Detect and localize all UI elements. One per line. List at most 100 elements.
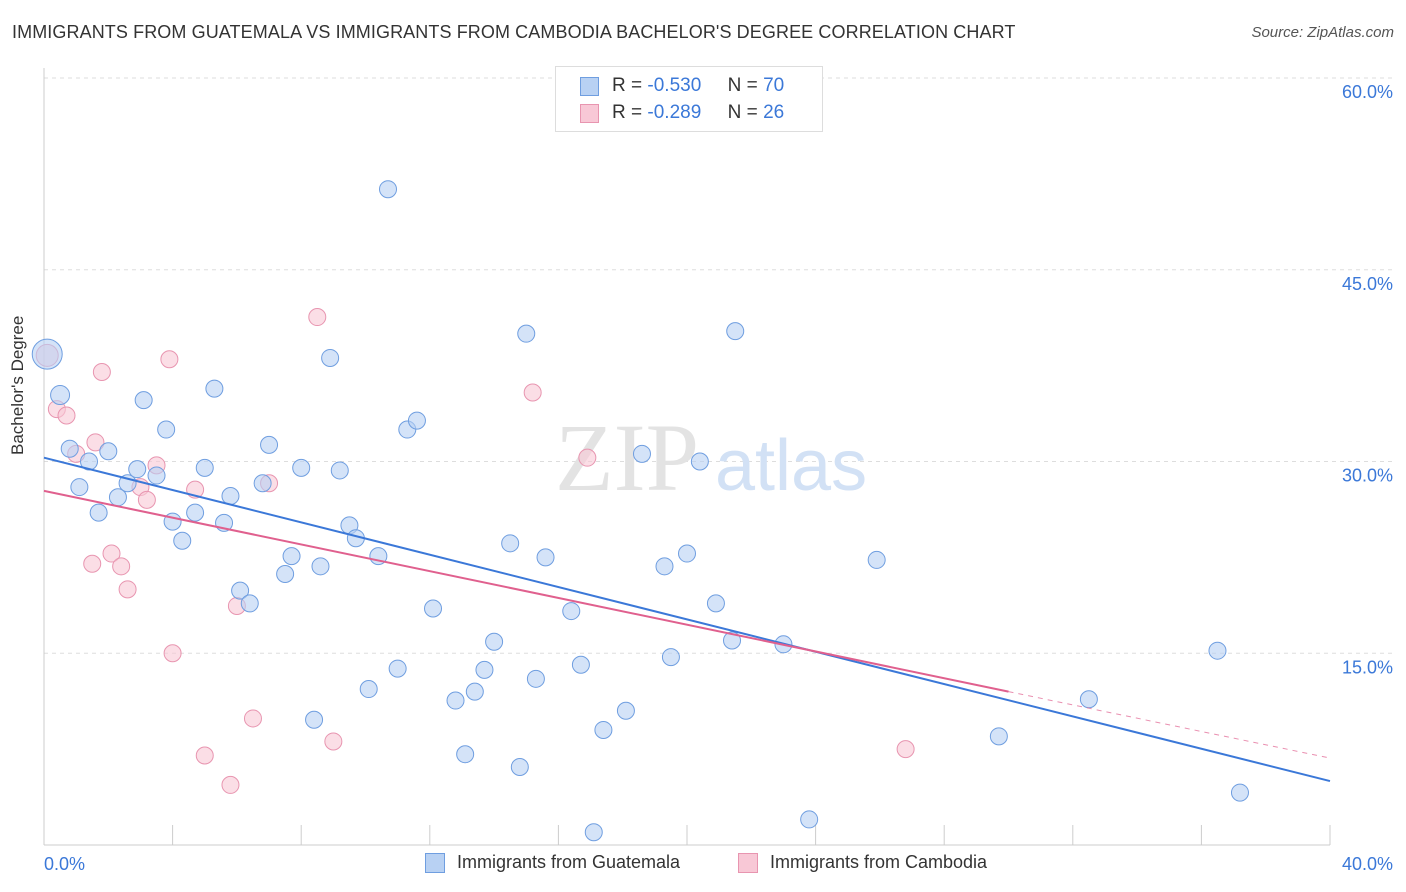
point-cambodia — [102, 544, 121, 563]
point-guatemala — [240, 594, 259, 613]
point-guatemala — [99, 442, 118, 461]
point-guatemala — [205, 379, 224, 398]
axes — [43, 68, 1331, 846]
legend-r-value: -0.289 — [647, 102, 702, 123]
point-cambodia — [195, 746, 214, 765]
legend-label-guatemala: Immigrants from Guatemala — [457, 852, 681, 872]
point-cambodia — [324, 732, 343, 751]
point-guatemala — [31, 338, 63, 370]
tick-labels: 15.0% 30.0% 45.0% 60.0% 0.0% 40.0% — [44, 82, 1393, 874]
trend-line-cambodia — [43, 489, 1009, 693]
point-cambodia — [112, 557, 131, 576]
watermark-zip: ZIP — [555, 404, 699, 511]
watermark: ZIP atlas — [555, 404, 867, 511]
legend-swatch-guatemala — [580, 77, 599, 96]
legend-swatch-cambodia — [738, 853, 758, 873]
legend-r-value: -0.530 — [647, 75, 702, 96]
y-axis-label: Bachelor's Degree — [8, 315, 27, 455]
point-guatemala — [510, 758, 529, 777]
point-guatemala — [465, 682, 484, 701]
y-tick-label: 45.0% — [1342, 274, 1393, 294]
point-guatemala — [60, 439, 79, 458]
point-cambodia — [83, 554, 102, 573]
point-guatemala — [134, 391, 153, 410]
point-guatemala — [456, 745, 475, 764]
point-guatemala — [253, 474, 272, 493]
correlation-legend: R = -0.530 N = 70 R = -0.289 N = 26 — [555, 66, 823, 132]
legend-swatch-cambodia — [580, 104, 599, 123]
legend-n-label: N = — [727, 75, 758, 96]
source-label: Source: ZipAtlas.com — [1251, 24, 1394, 41]
point-guatemala — [678, 544, 696, 563]
chart-title: IMMIGRANTS FROM GUATEMALA VS IMMIGRANTS … — [12, 22, 1016, 42]
point-guatemala — [186, 503, 205, 522]
legend-n-value: 70 — [763, 75, 785, 96]
point-guatemala — [594, 720, 613, 739]
x-tick-label: 0.0% — [44, 854, 85, 874]
point-cambodia — [57, 406, 76, 425]
point-cambodia — [160, 350, 179, 369]
point-guatemala — [379, 180, 398, 199]
point-guatemala — [867, 550, 886, 569]
point-cambodia — [221, 775, 240, 794]
y-tick-label: 30.0% — [1342, 466, 1393, 486]
trend-line-guatemala — [43, 456, 1331, 783]
point-guatemala — [726, 322, 745, 341]
point-guatemala — [723, 631, 742, 650]
point-cambodia — [92, 363, 111, 382]
point-guatemala — [989, 727, 1008, 746]
point-guatemala — [424, 599, 443, 618]
point-guatemala — [616, 701, 635, 720]
point-guatemala — [321, 348, 340, 367]
trend-line-cambodia-extension — [1008, 691, 1331, 759]
series-cambodia-points — [35, 308, 915, 794]
point-guatemala — [330, 461, 349, 480]
point-cambodia — [163, 644, 182, 663]
legend-swatch-guatemala — [425, 853, 445, 873]
point-guatemala — [221, 487, 240, 506]
series-guatemala-points — [31, 180, 1249, 842]
point-guatemala — [195, 458, 214, 477]
point-cambodia — [118, 580, 137, 599]
point-guatemala — [157, 420, 176, 439]
point-guatemala — [526, 669, 545, 688]
point-guatemala — [282, 547, 301, 566]
watermark-atlas: atlas — [715, 426, 867, 506]
point-guatemala — [70, 478, 89, 497]
grid-lines — [44, 77, 1392, 654]
point-guatemala — [173, 531, 192, 550]
point-guatemala — [536, 548, 555, 567]
point-guatemala — [1079, 690, 1098, 709]
point-cambodia — [523, 383, 542, 402]
legend-r-label: R = — [612, 75, 643, 96]
point-guatemala — [584, 823, 603, 842]
point-guatemala — [475, 660, 494, 679]
point-guatemala — [50, 385, 71, 406]
legend-n-value: 26 — [763, 102, 785, 123]
trend-lines — [43, 456, 1331, 783]
legend-r-label: R = — [612, 102, 643, 123]
point-guatemala — [311, 557, 330, 576]
point-guatemala — [517, 324, 536, 343]
point-cambodia — [86, 433, 105, 452]
point-guatemala — [690, 452, 709, 471]
point-guatemala — [571, 655, 590, 674]
point-guatemala — [661, 648, 680, 667]
point-cambodia — [578, 448, 597, 467]
legend-n-label: N = — [727, 102, 758, 123]
point-cambodia — [137, 490, 156, 509]
point-cambodia — [243, 709, 262, 728]
point-guatemala — [231, 581, 250, 600]
point-guatemala — [407, 411, 426, 430]
y-tick-label: 60.0% — [1342, 82, 1393, 102]
point-guatemala — [706, 594, 725, 613]
point-guatemala — [562, 602, 581, 621]
point-guatemala — [260, 435, 279, 454]
point-cambodia — [308, 308, 327, 327]
point-guatemala — [485, 632, 504, 651]
point-guatemala — [632, 444, 651, 463]
y-tick-label: 15.0% — [1342, 657, 1393, 677]
point-guatemala — [388, 659, 407, 678]
point-guatemala — [1230, 783, 1249, 802]
